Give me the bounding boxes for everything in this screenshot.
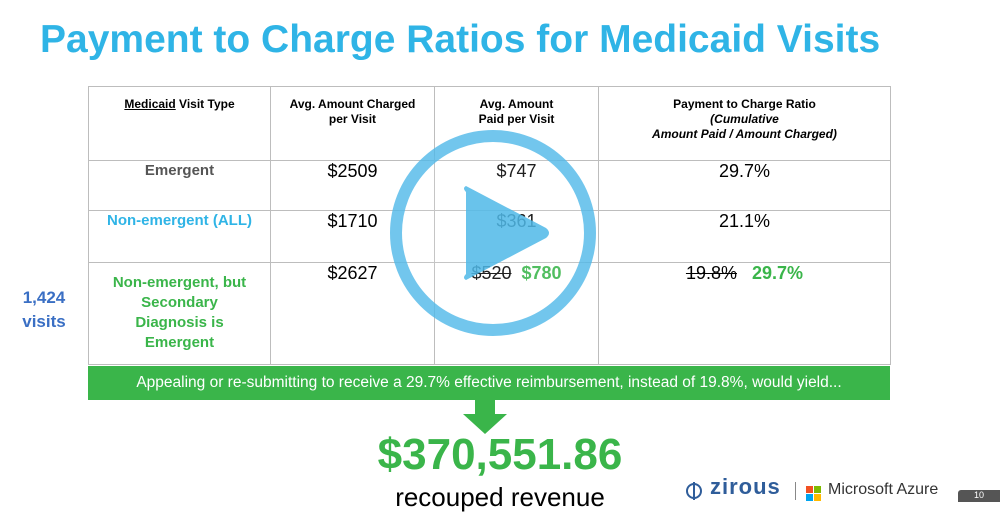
header-ratio-line2: (Cumulative — [710, 112, 779, 126]
header-visit-type: Medicaid Visit Type — [88, 86, 271, 161]
summary-banner: Appealing or re-submitting to receive a … — [88, 366, 890, 400]
cell-charged: $1710 — [270, 210, 435, 263]
header-ratio: Payment to Charge Ratio (Cumulative Amou… — [598, 86, 891, 161]
cell-ratio: 21.1% — [598, 210, 891, 263]
cell-ratio: 19.8% 29.7% — [598, 262, 891, 365]
recouped-total: $370,551.86 — [377, 430, 623, 479]
visits-unit: visits — [22, 312, 66, 331]
header-avg-charged-line1: Avg. Amount Charged — [289, 97, 416, 111]
header-ratio-line1: Payment to Charge Ratio — [673, 97, 816, 111]
ratio-old-value: 19.8% — [685, 263, 737, 283]
recouped-caption: recouped revenue — [395, 482, 605, 512]
visits-count: 1,424 — [22, 288, 66, 307]
header-avg-charged-line2: per Visit — [328, 112, 377, 126]
play-button-icon[interactable] — [388, 128, 598, 338]
table-row: Non-emergent (ALL) $1710 $361 21.1% — [88, 210, 891, 263]
slide-title: Payment to Charge Ratios for Medicaid Vi… — [40, 18, 881, 61]
zirous-logo-text: zirous — [710, 474, 781, 499]
header-avg-charged: Avg. Amount Charged per Visit — [270, 86, 435, 161]
zirous-logo-icon — [686, 482, 702, 500]
paid-new-value: $780 — [522, 263, 562, 283]
microsoft-logo-icon — [806, 486, 822, 502]
visits-note: 1,424 visits — [18, 286, 70, 334]
microsoft-azure-text: Microsoft Azure — [828, 481, 939, 498]
row-label-line2: Secondary — [141, 294, 218, 311]
cell-paid: $520 $780 — [434, 262, 599, 365]
cell-ratio: 29.7% — [598, 160, 891, 211]
header-visit-type-rest: Visit Type — [175, 97, 235, 111]
down-arrow-icon — [463, 400, 507, 434]
row-label-non-emergent: Non-emergent (ALL) — [88, 210, 271, 263]
table-header-row: Medicaid Visit Type Avg. Amount Charged … — [88, 86, 891, 161]
row-label-line4: Emergent — [144, 334, 215, 351]
footer-logos: zirous Microsoft Azure — [680, 474, 1000, 502]
footer-divider — [795, 482, 796, 500]
header-medicaid-word: Medicaid — [124, 97, 176, 111]
ratio-new-value: 29.7% — [752, 263, 804, 283]
header-avg-paid: Avg. Amount Paid per Visit — [434, 86, 599, 161]
page-number: 10 — [958, 490, 1000, 502]
header-avg-paid-line1: Avg. Amount — [479, 97, 554, 111]
row-label-line1: Non-emergent, but — [112, 274, 247, 291]
table-row: Emergent $2509 $747 29.7% — [88, 160, 891, 211]
header-avg-paid-line2: Paid per Visit — [478, 112, 555, 126]
header-ratio-line3: Amount Paid / Amount Charged) — [652, 127, 837, 141]
row-label-line3: Diagnosis is — [135, 314, 224, 331]
row-label-emergent: Emergent — [88, 160, 271, 211]
row-label-secondary-emergent: Non-emergent, but Secondary Diagnosis is… — [88, 262, 271, 365]
